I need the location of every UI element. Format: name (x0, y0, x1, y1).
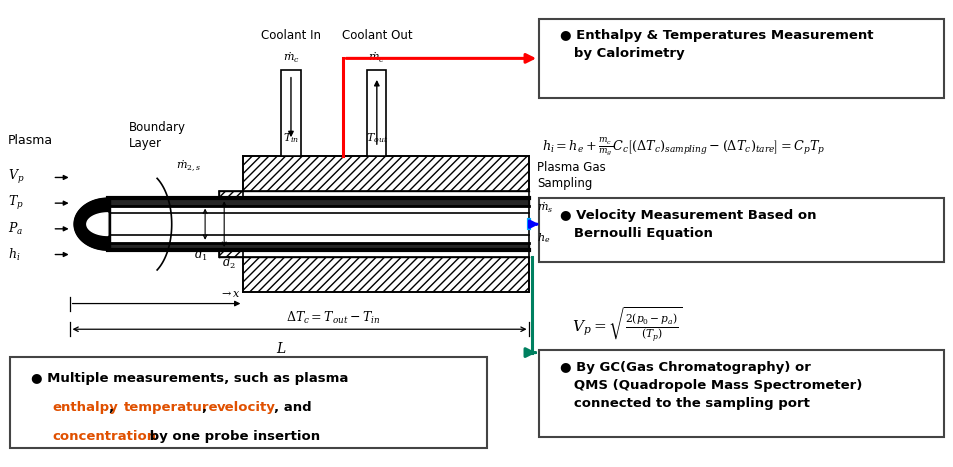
Text: $T_{out}$: $T_{out}$ (365, 131, 388, 145)
Text: $T_p$: $T_p$ (8, 194, 23, 212)
Text: $d_1$: $d_1$ (193, 248, 207, 263)
Text: $\dot{m}_{2,s}$: $\dot{m}_{2,s}$ (176, 158, 201, 173)
Text: ● By GC(Gas Chromatography) or
   QMS (Quadropole Mass Spectrometer)
   connecte: ● By GC(Gas Chromatography) or QMS (Quad… (559, 361, 862, 410)
Text: $\dot{m}_c$: $\dot{m}_c$ (368, 51, 385, 65)
Bar (243, 257, 529, 292)
Polygon shape (74, 198, 108, 250)
Text: ,: , (109, 401, 119, 414)
Text: $P_a$: $P_a$ (8, 221, 23, 237)
Text: , and: , and (274, 401, 311, 414)
Text: by one probe insertion: by one probe insertion (145, 430, 320, 443)
Text: ,: , (202, 401, 212, 414)
FancyBboxPatch shape (10, 357, 486, 448)
Text: Boundary
Layer: Boundary Layer (129, 121, 186, 150)
Text: $\dot{m}_s$: $\dot{m}_s$ (537, 201, 553, 215)
Text: concentration: concentration (51, 430, 156, 443)
Text: Plasma: Plasma (8, 134, 52, 147)
Text: ● Multiple measurements, such as plasma: ● Multiple measurements, such as plasma (30, 372, 348, 385)
Bar (219, 191, 243, 198)
Text: ● Enthalpy & Temperatures Measurement
   by Calorimetry: ● Enthalpy & Temperatures Measurement by… (559, 29, 873, 60)
Text: $\rightarrow x$: $\rightarrow x$ (219, 289, 241, 299)
Text: $V_p$: $V_p$ (8, 169, 24, 186)
Bar (281, 70, 300, 156)
Bar (367, 70, 386, 156)
Text: $T_{in}$: $T_{in}$ (282, 131, 299, 145)
Bar (243, 156, 529, 191)
Text: ● Velocity Measurement Based on
   Bernoulli Equation: ● Velocity Measurement Based on Bernoull… (559, 209, 816, 240)
FancyBboxPatch shape (538, 19, 943, 98)
Text: $\dot{m}_c$: $\dot{m}_c$ (282, 51, 299, 65)
FancyBboxPatch shape (538, 198, 943, 262)
FancyBboxPatch shape (538, 350, 943, 437)
Text: enthalpy: enthalpy (51, 401, 117, 414)
Text: $h_e$: $h_e$ (537, 231, 550, 245)
Text: $h_i = h_e + \frac{m_c}{m_g}C_c\left[(\Delta T_c)_{sampling} - (\Delta T_c)_{tar: $h_i = h_e + \frac{m_c}{m_g}C_c\left[(\D… (541, 136, 824, 158)
Text: $V_p = \sqrt{\frac{2(p_0 - p_a)}{(T_p)}}$: $V_p = \sqrt{\frac{2(p_0 - p_a)}{(T_p)}}… (572, 305, 682, 344)
Text: $\Delta T_c = T_{out} - T_{in}$: $\Delta T_c = T_{out} - T_{in}$ (286, 310, 380, 325)
Text: $L$: $L$ (275, 341, 287, 356)
Text: Coolant In: Coolant In (261, 29, 320, 42)
Text: velocity: velocity (216, 401, 275, 414)
Text: temperature: temperature (124, 401, 218, 414)
Text: $h_i$: $h_i$ (8, 247, 20, 262)
Polygon shape (87, 213, 108, 235)
Text: $d_2$: $d_2$ (222, 255, 235, 270)
Text: Coolant Out: Coolant Out (341, 29, 412, 42)
Bar (219, 250, 243, 257)
Text: Plasma Gas
Sampling: Plasma Gas Sampling (537, 161, 605, 190)
